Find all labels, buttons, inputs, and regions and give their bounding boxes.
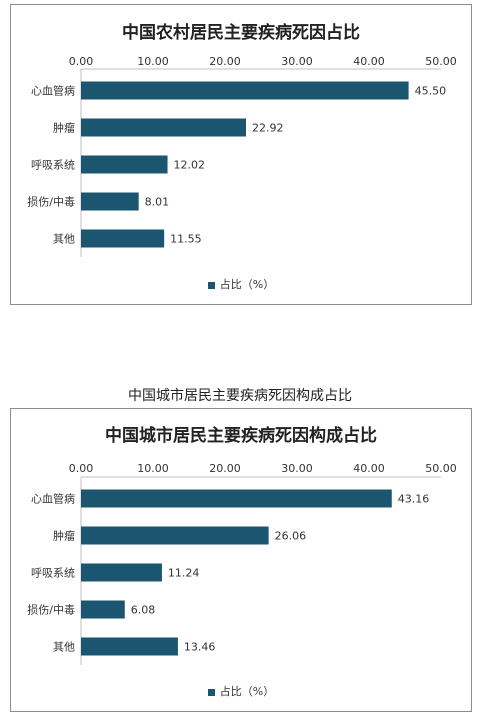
x-tick-label: 40.00 [353, 55, 385, 68]
legend-swatch [207, 688, 215, 696]
bar-value-label: 43.16 [398, 493, 430, 506]
rural-chart-legend: 占比（%） [11, 276, 471, 292]
bar-value-label: 6.08 [131, 604, 156, 617]
rural-chart-plot: 0.00 10.00 20.00 30.00 40.00 50.00 心血管病 45.50 肿瘤… [27, 55, 457, 257]
x-tick-label: 50.00 [425, 55, 457, 68]
x-tick-label: 20.00 [209, 462, 241, 475]
x-tick-label: 20.00 [209, 55, 241, 68]
x-tick-label: 10.00 [137, 462, 169, 475]
bar-value-label: 11.24 [168, 567, 200, 580]
x-tick-label: 0.00 [69, 55, 94, 68]
x-tick-label: 40.00 [353, 462, 385, 475]
x-tick-label: 10.00 [137, 55, 169, 68]
y-category-label: 呼吸系统 [31, 567, 75, 580]
y-category-label: 呼吸系统 [31, 159, 75, 172]
bar [81, 155, 168, 174]
x-tick-label: 50.00 [425, 462, 457, 475]
bar-value-label: 12.02 [174, 159, 206, 172]
bar [81, 600, 125, 619]
legend-label: 占比（%） [219, 278, 275, 291]
bar [81, 192, 139, 211]
bar-value-label: 26.06 [275, 530, 307, 543]
urban-chart-panel: 中国城市居民主要疾病死因构成占比 0.00 10.00 20.00 30.00 40.0… [10, 408, 472, 712]
bar-value-label: 13.46 [184, 641, 216, 654]
y-category-label: 肿瘤 [53, 529, 75, 543]
x-tick-label: 30.00 [281, 55, 313, 68]
y-category-label: 心血管病 [31, 84, 75, 98]
bar [81, 229, 165, 248]
bar-value-label: 8.01 [145, 196, 170, 209]
bar [81, 489, 392, 508]
bar [81, 118, 247, 137]
y-category-label: 损伤/中毒 [27, 195, 75, 209]
bar [81, 526, 269, 545]
legend-swatch [207, 281, 215, 289]
rural-chart-title: 中国农村居民主要疾病死因占比 [122, 23, 360, 43]
bar [81, 637, 178, 656]
legend-label: 占比（%） [219, 685, 275, 698]
urban-chart-caption: 中国城市居民主要疾病死因构成占比 [128, 388, 352, 404]
bar-value-label: 45.50 [415, 85, 447, 98]
y-category-label: 其他 [53, 641, 75, 654]
bar-value-label: 22.92 [252, 122, 283, 135]
x-tick-label: 30.00 [281, 462, 313, 475]
y-category-label: 肿瘤 [53, 121, 75, 135]
y-category-label: 其他 [53, 233, 75, 246]
bar [81, 563, 162, 582]
rural-chart-panel: 中国农村居民主要疾病死因占比 0.00 10.00 20.00 30.00 40.00 5… [10, 4, 472, 305]
urban-chart-title: 中国城市居民主要疾病死因构成占比 [105, 426, 377, 446]
y-category-label: 心血管病 [31, 492, 75, 506]
urban-chart-plot: 0.00 10.00 20.00 30.00 40.00 50.00 心血管病 43.16 肿瘤… [27, 462, 457, 665]
y-category-label: 损伤/中毒 [27, 603, 75, 617]
bar [81, 81, 409, 100]
bar-value-label: 11.55 [170, 233, 202, 246]
urban-chart-legend: 占比（%） [11, 683, 471, 699]
x-tick-label: 0.00 [69, 462, 94, 475]
